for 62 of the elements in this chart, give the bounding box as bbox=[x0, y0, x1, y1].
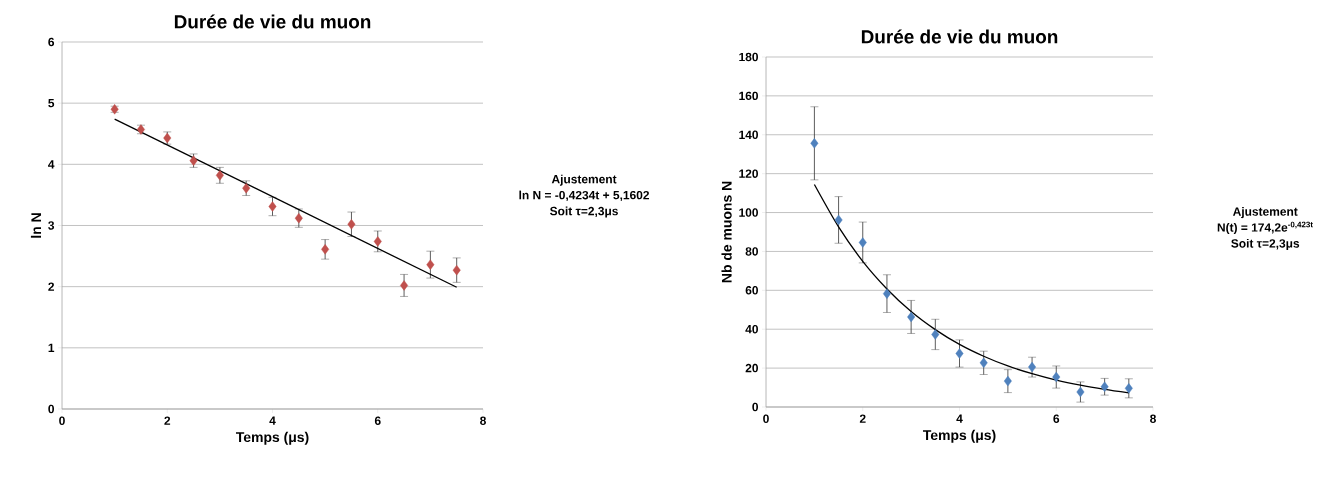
x-tick-label: 8 bbox=[1150, 414, 1156, 423]
y-axis-title: Nb de muons N bbox=[721, 181, 732, 283]
y-tick-label: 120 bbox=[739, 169, 758, 178]
y-tick-label: 140 bbox=[739, 130, 758, 139]
y-tick-label: 4 bbox=[48, 160, 55, 169]
point bbox=[858, 237, 867, 248]
point bbox=[215, 170, 224, 181]
point bbox=[979, 357, 988, 369]
point bbox=[810, 138, 819, 149]
y-tick-label: 6 bbox=[48, 37, 55, 47]
y-tick-label: 0 bbox=[48, 404, 54, 414]
y-tick-label: 180 bbox=[739, 52, 758, 62]
x-tick-label: 4 bbox=[956, 414, 963, 423]
point bbox=[1052, 371, 1061, 383]
y-tick-label: 40 bbox=[745, 324, 758, 334]
y-axis-title: ln N bbox=[30, 213, 42, 238]
point bbox=[400, 280, 409, 291]
point bbox=[883, 288, 891, 299]
x-tick-label: 6 bbox=[374, 416, 381, 425]
point bbox=[955, 348, 964, 359]
point bbox=[347, 219, 356, 230]
x-axis-title: Temps (μs) bbox=[922, 429, 996, 443]
x-tick-label: 2 bbox=[859, 414, 866, 423]
point bbox=[1076, 386, 1085, 398]
x-axis-title: Temps (μs) bbox=[235, 431, 309, 445]
point bbox=[931, 329, 940, 340]
chart-title: Durée de vie du muon bbox=[174, 14, 371, 29]
point bbox=[1124, 383, 1133, 394]
text: Soit τ=2,3μs bbox=[1231, 238, 1300, 250]
text: N(t) = 174,2e$^{-0,423t}$ bbox=[1217, 221, 1313, 235]
text: Soit τ=2,3μs bbox=[549, 206, 618, 218]
y-tick-label: 80 bbox=[745, 247, 758, 256]
y-tick-label: 100 bbox=[739, 208, 758, 217]
y-tick-label: 3 bbox=[48, 221, 55, 230]
text: Ajustement bbox=[1232, 207, 1298, 219]
point bbox=[1003, 375, 1012, 387]
point bbox=[907, 311, 916, 323]
point bbox=[1100, 381, 1109, 392]
y-tick-label: 1 bbox=[48, 343, 55, 352]
point bbox=[452, 264, 461, 276]
y-tick-label: 60 bbox=[745, 286, 758, 295]
point bbox=[321, 244, 330, 255]
y-tick-label: 20 bbox=[745, 363, 758, 373]
x-tick-label: 0 bbox=[763, 414, 769, 423]
x-tick-label: 2 bbox=[164, 416, 171, 425]
y-tick-label: 2 bbox=[48, 282, 55, 291]
x-tick-label: 8 bbox=[480, 416, 486, 425]
point bbox=[268, 201, 277, 212]
y-tick-label: 160 bbox=[739, 91, 758, 101]
y-tick-label: 0 bbox=[752, 402, 759, 412]
point bbox=[373, 236, 382, 247]
y-tick-label: 5 bbox=[48, 98, 55, 108]
text: Ajustement bbox=[551, 174, 617, 186]
point bbox=[294, 212, 303, 224]
chart-title: Durée de vie du muon bbox=[861, 29, 1058, 44]
point bbox=[834, 214, 843, 226]
x-tick-label: 4 bbox=[269, 416, 276, 425]
point bbox=[1028, 361, 1037, 373]
x-tick-label: 6 bbox=[1053, 414, 1060, 423]
point bbox=[426, 259, 435, 270]
x-tick-label: 0 bbox=[59, 416, 65, 425]
text: ln N = -0,4234t + 5,1602 bbox=[519, 190, 650, 202]
